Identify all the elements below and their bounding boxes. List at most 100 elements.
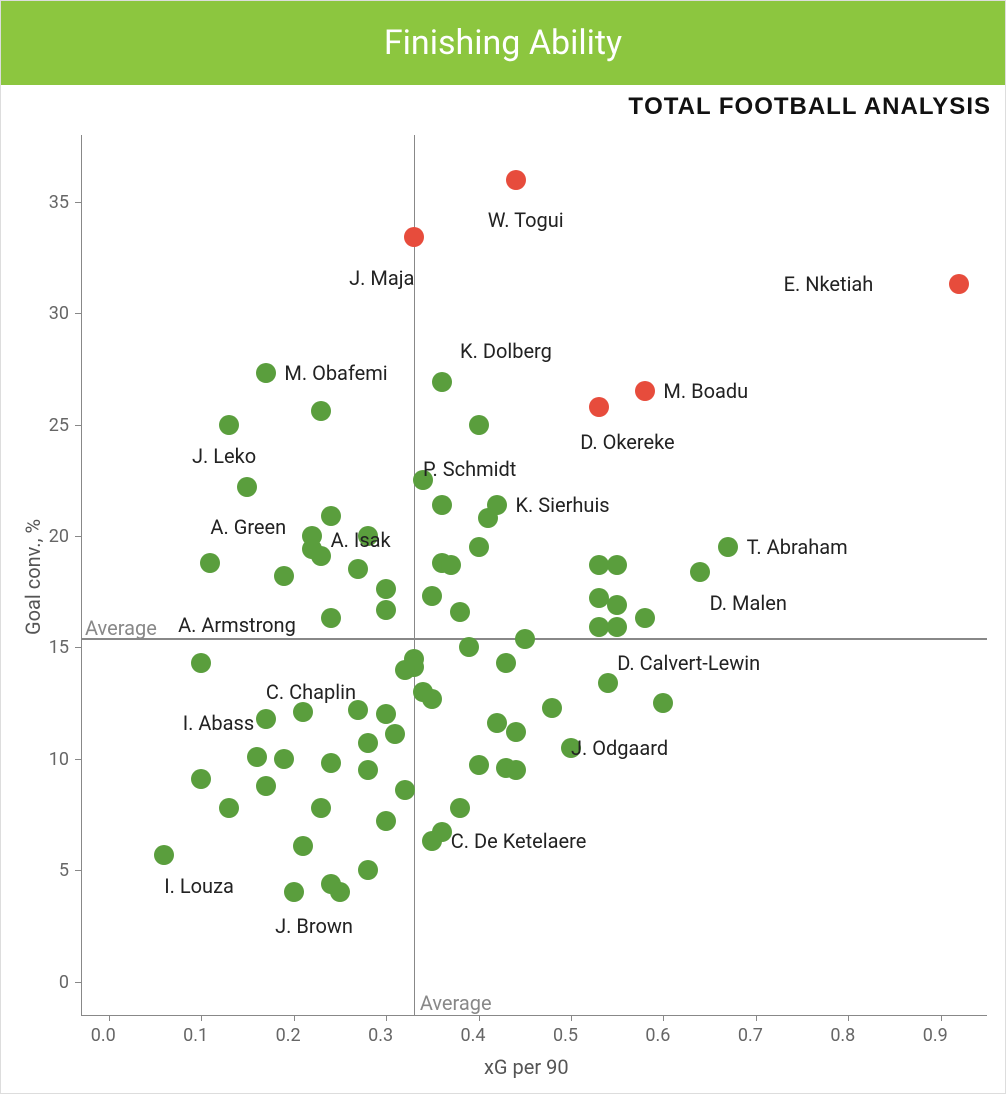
x-tick	[663, 1015, 664, 1021]
data-point	[607, 617, 627, 637]
data-point-label: M. Obafemi	[284, 361, 387, 385]
chart-title-text: Finishing Ability	[384, 23, 622, 63]
data-point	[321, 506, 341, 526]
y-tick-label: 0	[29, 972, 69, 993]
data-point	[653, 693, 673, 713]
avg-y-label: Average	[85, 616, 157, 640]
data-point-label: C. Chaplin	[266, 680, 356, 704]
data-point	[422, 586, 442, 606]
x-tick-label: 0.1	[183, 1025, 208, 1046]
x-tick-label: 0.8	[830, 1025, 855, 1046]
y-tick	[75, 759, 81, 760]
data-point	[422, 831, 442, 851]
x-tick-label: 0.0	[91, 1025, 116, 1046]
y-tick-label: 30	[29, 303, 69, 324]
data-point	[469, 415, 489, 435]
y-tick-label: 35	[29, 192, 69, 213]
data-point	[293, 702, 313, 722]
y-tick-label: 5	[29, 860, 69, 881]
data-point	[478, 508, 498, 528]
data-point-label: A. Green	[210, 515, 286, 539]
data-point	[376, 579, 396, 599]
data-point-label: J. Brown	[275, 914, 353, 938]
y-tick	[75, 313, 81, 314]
data-point	[607, 555, 627, 575]
data-point	[321, 608, 341, 628]
x-tick	[109, 1015, 110, 1021]
chart-title: Finishing Ability	[1, 1, 1005, 85]
data-point	[385, 724, 405, 744]
data-point	[358, 733, 378, 753]
x-tick	[479, 1015, 480, 1021]
data-point	[589, 588, 609, 608]
chart-container: Finishing Ability Total Football Analysi…	[0, 0, 1006, 1094]
data-point-label: I. Louza	[164, 874, 234, 898]
data-point	[247, 747, 267, 767]
data-point	[635, 608, 655, 628]
data-point	[191, 653, 211, 673]
data-point	[256, 776, 276, 796]
x-tick	[941, 1015, 942, 1021]
data-point	[358, 760, 378, 780]
y-tick	[75, 647, 81, 648]
x-tick-label: 0.7	[738, 1025, 763, 1046]
data-point-label: I. Abass	[183, 711, 254, 735]
data-point	[542, 698, 562, 718]
data-point	[311, 798, 331, 818]
data-point	[348, 559, 368, 579]
data-point	[598, 673, 618, 693]
data-point-label: A. Isak	[331, 528, 391, 552]
data-point	[395, 780, 415, 800]
data-point	[441, 555, 461, 575]
y-tick-label: 25	[29, 415, 69, 436]
x-tick-label: 0.9	[923, 1025, 948, 1046]
y-tick	[75, 202, 81, 203]
data-point	[154, 845, 174, 865]
y-tick	[75, 982, 81, 983]
data-point	[432, 495, 452, 515]
data-point	[237, 477, 257, 497]
plot-area: 0.00.10.20.30.40.50.60.70.80.90510152025…	[81, 135, 987, 1015]
data-point-label: D. Malen	[710, 591, 787, 615]
data-point-label: W. Togui	[488, 208, 564, 232]
data-point-label: E. Nketiah	[784, 272, 874, 296]
data-point	[330, 882, 350, 902]
data-point	[200, 553, 220, 573]
x-tick	[571, 1015, 572, 1021]
chart-area: Total Football Analysis 0.00.10.20.30.40…	[1, 85, 1005, 1093]
data-point-label: A. Armstrong	[178, 613, 296, 637]
data-point	[690, 562, 710, 582]
data-point	[450, 602, 470, 622]
data-point-label: K. Sierhuis	[516, 493, 610, 517]
data-point	[487, 713, 507, 733]
data-point	[256, 363, 276, 383]
data-point	[274, 566, 294, 586]
x-axis-line	[81, 1015, 987, 1016]
data-point-label: D. Calvert-Lewin	[617, 651, 760, 675]
data-point-label: T. Abraham	[747, 535, 848, 559]
y-axis-label: Goal conv., %	[21, 519, 45, 635]
data-point	[395, 660, 415, 680]
x-tick-label: 0.6	[645, 1025, 670, 1046]
data-point	[718, 537, 738, 557]
x-tick-label: 0.3	[368, 1025, 393, 1046]
data-point	[256, 709, 276, 729]
data-point-label: P. Schmidt	[423, 457, 516, 481]
data-point-label: K. Dolberg	[460, 339, 552, 363]
y-tick	[75, 425, 81, 426]
data-point	[191, 769, 211, 789]
data-point	[469, 755, 489, 775]
data-point	[274, 749, 294, 769]
data-point	[506, 760, 526, 780]
data-point	[432, 372, 452, 392]
y-tick-label: 10	[29, 749, 69, 770]
data-point	[450, 798, 470, 818]
data-point	[284, 882, 304, 902]
x-tick	[294, 1015, 295, 1021]
data-point	[376, 811, 396, 831]
data-point	[506, 722, 526, 742]
data-point	[589, 397, 609, 417]
data-point	[321, 753, 341, 773]
data-point-label: J. Maja	[349, 266, 414, 290]
x-tick-label: 0.5	[553, 1025, 578, 1046]
